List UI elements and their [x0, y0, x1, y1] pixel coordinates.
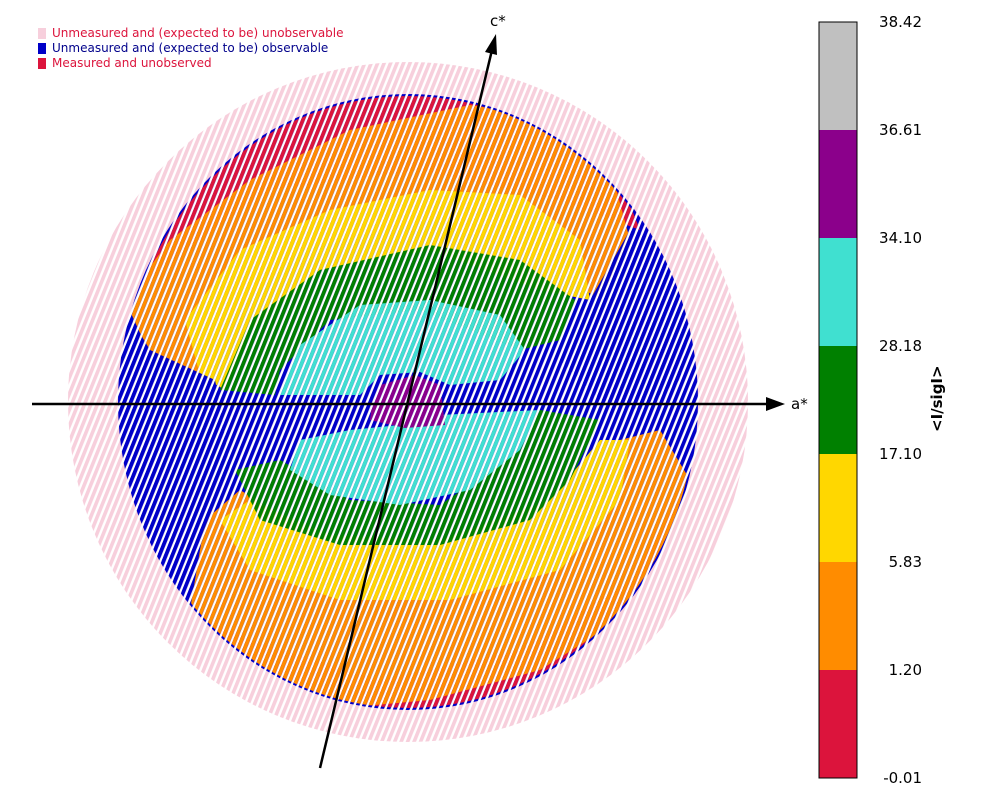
region-bin-5-83-17-10-top: [185, 190, 590, 390]
legend-swatch-unobserved: [38, 58, 46, 69]
colorbar-tick-label: 34.10: [879, 229, 922, 247]
colorbar-tick-label: 36.61: [879, 121, 922, 139]
region-observable-left: [120, 300, 230, 600]
legend-item-unobservable: Unmeasured and (expected to be) unobserv…: [38, 26, 344, 41]
region-bin-28-18-34-10-top: [280, 300, 525, 395]
colorbar-tick-label: 1.20: [888, 661, 922, 679]
colorbar-bin-1: [819, 130, 857, 239]
legend-label-unobservable: Unmeasured and (expected to be) unobserv…: [52, 26, 344, 40]
legend-item-unobserved: Measured and unobserved: [38, 56, 344, 71]
colorbar-bin-4: [819, 454, 857, 563]
legend-item-observable: Unmeasured and (expected to be) observab…: [38, 41, 344, 56]
a-star-arrowhead: [766, 397, 785, 411]
region-bin-17-10-28-18-top: [220, 245, 575, 395]
lattice-regions: [68, 62, 748, 742]
axes: [32, 34, 785, 769]
legend-swatch-unobservable: [38, 28, 46, 39]
region-bin-17-10-28-18-bottom: [235, 410, 600, 545]
colorbar-tick-label: 17.10: [879, 445, 922, 463]
colorbar-bin-5: [819, 562, 857, 671]
legend-label-unobserved: Measured and unobserved: [52, 56, 212, 70]
colorbar-tick-label: 5.83: [888, 553, 922, 571]
a-star-axis-label: a*: [791, 395, 808, 413]
colorbar-bin-0: [819, 22, 857, 131]
legend-label-observable: Unmeasured and (expected to be) observab…: [52, 41, 329, 55]
legend-swatch-observable: [38, 43, 46, 54]
legend: Unmeasured and (expected to be) unobserv…: [38, 26, 344, 71]
colorbar-bin-6: [819, 670, 857, 779]
region-bin-5-83-17-10-bottom: [220, 440, 630, 600]
colorbar-tick-label: -0.01: [883, 769, 922, 787]
colorbar: [818, 21, 858, 779]
region-bin-28-18-34-10-bottom: [290, 410, 540, 505]
region-observable-right: [560, 230, 695, 410]
region-bin-1-20-5-83-top: [125, 105, 630, 380]
colorbar-frame: [818, 21, 858, 779]
colorbar-tick-label: 38.42: [879, 13, 922, 31]
colorbar-title: <I/sigI>: [928, 365, 946, 432]
colorbar-bin-2: [819, 238, 857, 347]
colorbar-bin-3: [819, 346, 857, 455]
c-star-axis-label: c*: [490, 12, 506, 30]
c-star-axis: [318, 49, 494, 769]
c-star-arrowhead: [485, 34, 497, 55]
colorbar-tick-label: 28.18: [879, 337, 922, 355]
